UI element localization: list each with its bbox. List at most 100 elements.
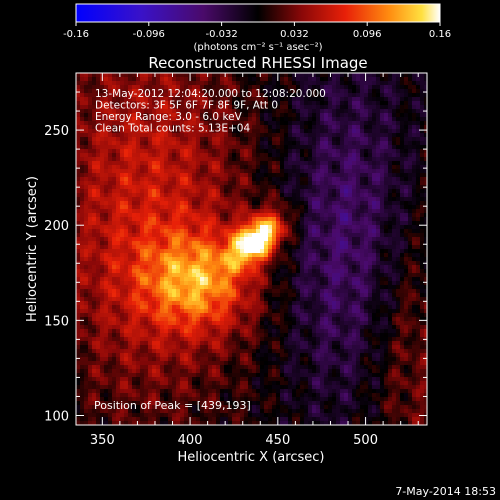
heatmap-cell: [156, 209, 160, 213]
heatmap-cell: [160, 205, 164, 209]
heatmap-cell: [136, 157, 140, 161]
heatmap-cell: [168, 221, 172, 225]
heatmap-cell: [284, 161, 288, 165]
heatmap-cell: [140, 149, 144, 153]
heatmap-cell: [132, 261, 136, 265]
heatmap-cell: [256, 189, 260, 193]
heatmap-cell: [100, 245, 104, 249]
heatmap-cell: [236, 105, 240, 109]
heatmap-cell: [300, 141, 304, 145]
heatmap-cell: [136, 245, 140, 249]
heatmap-cell: [132, 397, 136, 401]
heatmap-cell: [220, 97, 224, 101]
heatmap-cell: [124, 217, 128, 221]
heatmap-cell: [248, 129, 252, 133]
heatmap-cell: [120, 129, 124, 133]
heatmap-cell: [208, 109, 212, 113]
heatmap-cell: [104, 301, 108, 305]
heatmap-cell: [192, 229, 196, 233]
heatmap-cell: [252, 197, 256, 201]
heatmap-cell: [172, 229, 176, 233]
heatmap-cell: [164, 169, 168, 173]
heatmap-cell: [176, 421, 180, 425]
heatmap-cell: [292, 273, 296, 277]
heatmap-cell: [164, 133, 168, 137]
heatmap-cell: [264, 229, 268, 233]
heatmap-cell: [212, 405, 216, 409]
heatmap-cell: [168, 177, 172, 181]
heatmap-cell: [272, 245, 276, 249]
heatmap-cell: [100, 325, 104, 329]
heatmap-cell: [152, 305, 156, 309]
heatmap-cell: [200, 105, 204, 109]
heatmap-cell: [272, 197, 276, 201]
heatmap-cell: [120, 133, 124, 137]
heatmap-cell: [76, 421, 80, 425]
heatmap-cell: [172, 213, 176, 217]
heatmap-cell: [248, 205, 252, 209]
heatmap-cell: [216, 253, 220, 257]
heatmap-cell: [224, 121, 228, 125]
heatmap-cell: [156, 169, 160, 173]
heatmap-cell: [88, 177, 92, 181]
heatmap-cell: [80, 193, 84, 197]
heatmap-cell: [288, 341, 292, 345]
heatmap-cell: [208, 85, 212, 89]
heatmap-cell: [192, 205, 196, 209]
heatmap-cell: [252, 385, 256, 389]
heatmap-cell: [292, 413, 296, 417]
heatmap-cell: [252, 189, 256, 193]
heatmap-cell: [228, 241, 232, 245]
heatmap-cell: [76, 277, 80, 281]
heatmap-cell: [232, 181, 236, 185]
heatmap-cell: [80, 281, 84, 285]
heatmap-cell: [236, 401, 240, 405]
heatmap-cell: [120, 277, 124, 281]
heatmap-cell: [224, 189, 228, 193]
heatmap-cell: [148, 133, 152, 137]
heatmap-cell: [200, 73, 204, 77]
heatmap-cell: [260, 153, 264, 157]
heatmap-cell: [248, 273, 252, 277]
heatmap-cell: [172, 417, 176, 421]
heatmap-cell: [204, 353, 208, 357]
heatmap-cell: [184, 157, 188, 161]
heatmap-cell: [228, 317, 232, 321]
heatmap-cell: [96, 373, 100, 377]
heatmap-cell: [220, 381, 224, 385]
heatmap-cell: [212, 105, 216, 109]
heatmap-cell: [268, 365, 272, 369]
heatmap-cell: [228, 233, 232, 237]
heatmap-cell: [260, 197, 264, 201]
heatmap-cell: [216, 241, 220, 245]
heatmap-cell: [76, 257, 80, 261]
heatmap-cell: [256, 165, 260, 169]
heatmap-cell: [196, 353, 200, 357]
heatmap-cell: [180, 145, 184, 149]
heatmap-cell: [192, 285, 196, 289]
heatmap-cell: [92, 213, 96, 217]
heatmap-cell: [120, 105, 124, 109]
heatmap-cell: [264, 161, 268, 165]
heatmap-cell: [296, 309, 300, 313]
heatmap-cell: [296, 381, 300, 385]
heatmap-cell: [244, 357, 248, 361]
heatmap-cell: [152, 377, 156, 381]
heatmap-cell: [172, 405, 176, 409]
heatmap-cell: [300, 93, 304, 97]
heatmap-cell: [268, 81, 272, 85]
heatmap-cell: [216, 365, 220, 369]
heatmap-cell: [224, 313, 228, 317]
heatmap-cell: [252, 281, 256, 285]
heatmap-cell: [256, 325, 260, 329]
heatmap-cell: [240, 193, 244, 197]
heatmap-cell: [108, 333, 112, 337]
heatmap-cell: [148, 409, 152, 413]
heatmap-cell: [272, 269, 276, 273]
heatmap-cell: [268, 301, 272, 305]
heatmap-cell: [232, 301, 236, 305]
heatmap-cell: [148, 369, 152, 373]
heatmap-cell: [300, 257, 304, 261]
heatmap-cell: [252, 297, 256, 301]
heatmap-cell: [96, 85, 100, 89]
